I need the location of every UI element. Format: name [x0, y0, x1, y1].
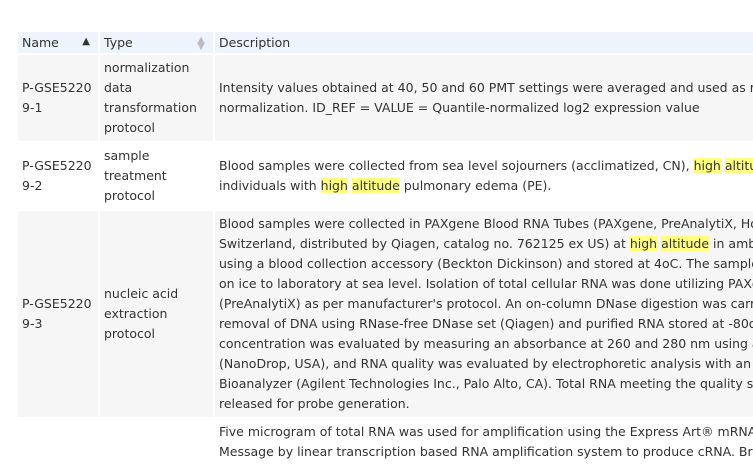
row: P-GSE52209-2 sample treatment protocol Blo…: [18, 143, 753, 209]
header-type[interactable]: Type ▲ ▼: [100, 32, 213, 53]
table: Name ▲ Type ▲ ▼ Description P-GSE52209-1 nor…: [16, 30, 753, 467]
sort-icon: ▲ ▼: [197, 35, 205, 52]
text: Intensity values obtained at 40, 50 and …: [219, 80, 753, 95]
text: concentration was evaluated by measuring…: [219, 336, 753, 351]
description-cell: Intensity values obtained at 40, 50 and …: [215, 55, 753, 141]
description-cell: Blood samples were collected in PAXgene …: [215, 211, 753, 417]
text: Message by linear transcription based RN…: [219, 444, 753, 459]
description-line: on ice to laboratory at sea level. Isola…: [219, 274, 753, 294]
name-cell: P-GSE52209-3: [18, 211, 98, 417]
text: (NanoDrop, USA), and RNA quality was eva…: [219, 356, 753, 371]
row: P-GSE52209-1 normalization data transform…: [18, 55, 753, 141]
description-cell: Blood samples were collected from sea le…: [215, 143, 753, 209]
description-line: Blood samples were collected in PAXgene …: [219, 214, 753, 234]
type-cell: sample treatment protocol: [104, 148, 167, 203]
text: using a blood collection accessory (Beck…: [219, 256, 753, 271]
description-line: Intensity values obtained at 40, 50 and …: [219, 78, 753, 98]
description-line: (NanoDrop, USA), and RNA quality was eva…: [219, 354, 753, 374]
header-text: Type: [104, 35, 133, 50]
name-cell: [18, 419, 98, 465]
name-cell: P-GSE52209-1: [18, 55, 98, 141]
text: Switzerland, distributed by Qiagen, cata…: [219, 236, 630, 251]
search-highlight: high: [629, 236, 658, 251]
description-line: released for probe generation.: [219, 394, 753, 414]
description-line: Five microgram of total RNA was used for…: [219, 422, 753, 442]
description-line: concentration was evaluated by measuring…: [219, 334, 753, 354]
search-highlight: high: [693, 158, 721, 173]
name-cell: P-GSE52209-2: [22, 158, 92, 193]
description-line: removal of DNA using RNase-free DNase se…: [219, 314, 753, 334]
header-text: Name: [22, 35, 59, 50]
search-highlight: high: [320, 178, 348, 193]
description-line: individuals with high altitude pulmonary…: [219, 176, 753, 196]
text: Blood samples were collected from sea le…: [219, 158, 694, 173]
sort-asc-icon: ▲: [82, 36, 90, 47]
description-line: normalization. ID_REF = VALUE = Quantile…: [219, 98, 753, 118]
type-cell: nucleic acid extraction protocol: [100, 211, 213, 417]
text: (PreAnalytiX) as per manufacturer's prot…: [219, 296, 753, 311]
text: removal of DNA using RNase-free DNase se…: [219, 316, 753, 331]
description-line: Message by linear transcription based RN…: [219, 442, 753, 462]
search-highlight: altitude: [661, 236, 710, 251]
header-name[interactable]: Name ▲: [18, 32, 98, 53]
header-text: Description: [219, 35, 291, 50]
table-body: P-GSE52209-1 normalization data transform…: [18, 55, 753, 465]
text: Five microgram of total RNA was used for…: [219, 424, 753, 439]
row: P-GSE52209-3 nucleic acid extraction prot…: [18, 211, 753, 417]
text: individuals with: [219, 178, 321, 193]
row: Five microgram of total RNA was used for…: [18, 419, 753, 465]
text: on ice to laboratory at sea level. Isola…: [219, 276, 753, 291]
type-cell: [100, 419, 213, 465]
description-cell: Five microgram of total RNA was used for…: [215, 419, 753, 465]
text: released for probe generation.: [219, 396, 410, 411]
description-line: Blood samples were collected from sea le…: [219, 156, 753, 176]
type-cell: normalization data transformation protoc…: [100, 55, 213, 141]
text: Blood samples were collected in PAXgene …: [219, 216, 753, 231]
text: normalization. ID_REF = VALUE = Quantile…: [219, 100, 700, 115]
text: Bioanalyzer (Agilent Technologies Inc., …: [219, 376, 753, 391]
search-highlight: altitude: [724, 158, 753, 173]
description-line: (PreAnalytiX) as per manufacturer's prot…: [219, 294, 753, 314]
description-line: Bioanalyzer (Agilent Technologies Inc., …: [219, 374, 753, 394]
description-line: Switzerland, distributed by Qiagen, cata…: [219, 234, 753, 254]
header-description[interactable]: Description: [215, 32, 753, 53]
search-highlight: altitude: [351, 178, 400, 193]
description-line: using a blood collection accessory (Beck…: [219, 254, 753, 274]
text: pulmonary edema (PE).: [399, 178, 552, 193]
text: in ambient t: [713, 236, 753, 251]
